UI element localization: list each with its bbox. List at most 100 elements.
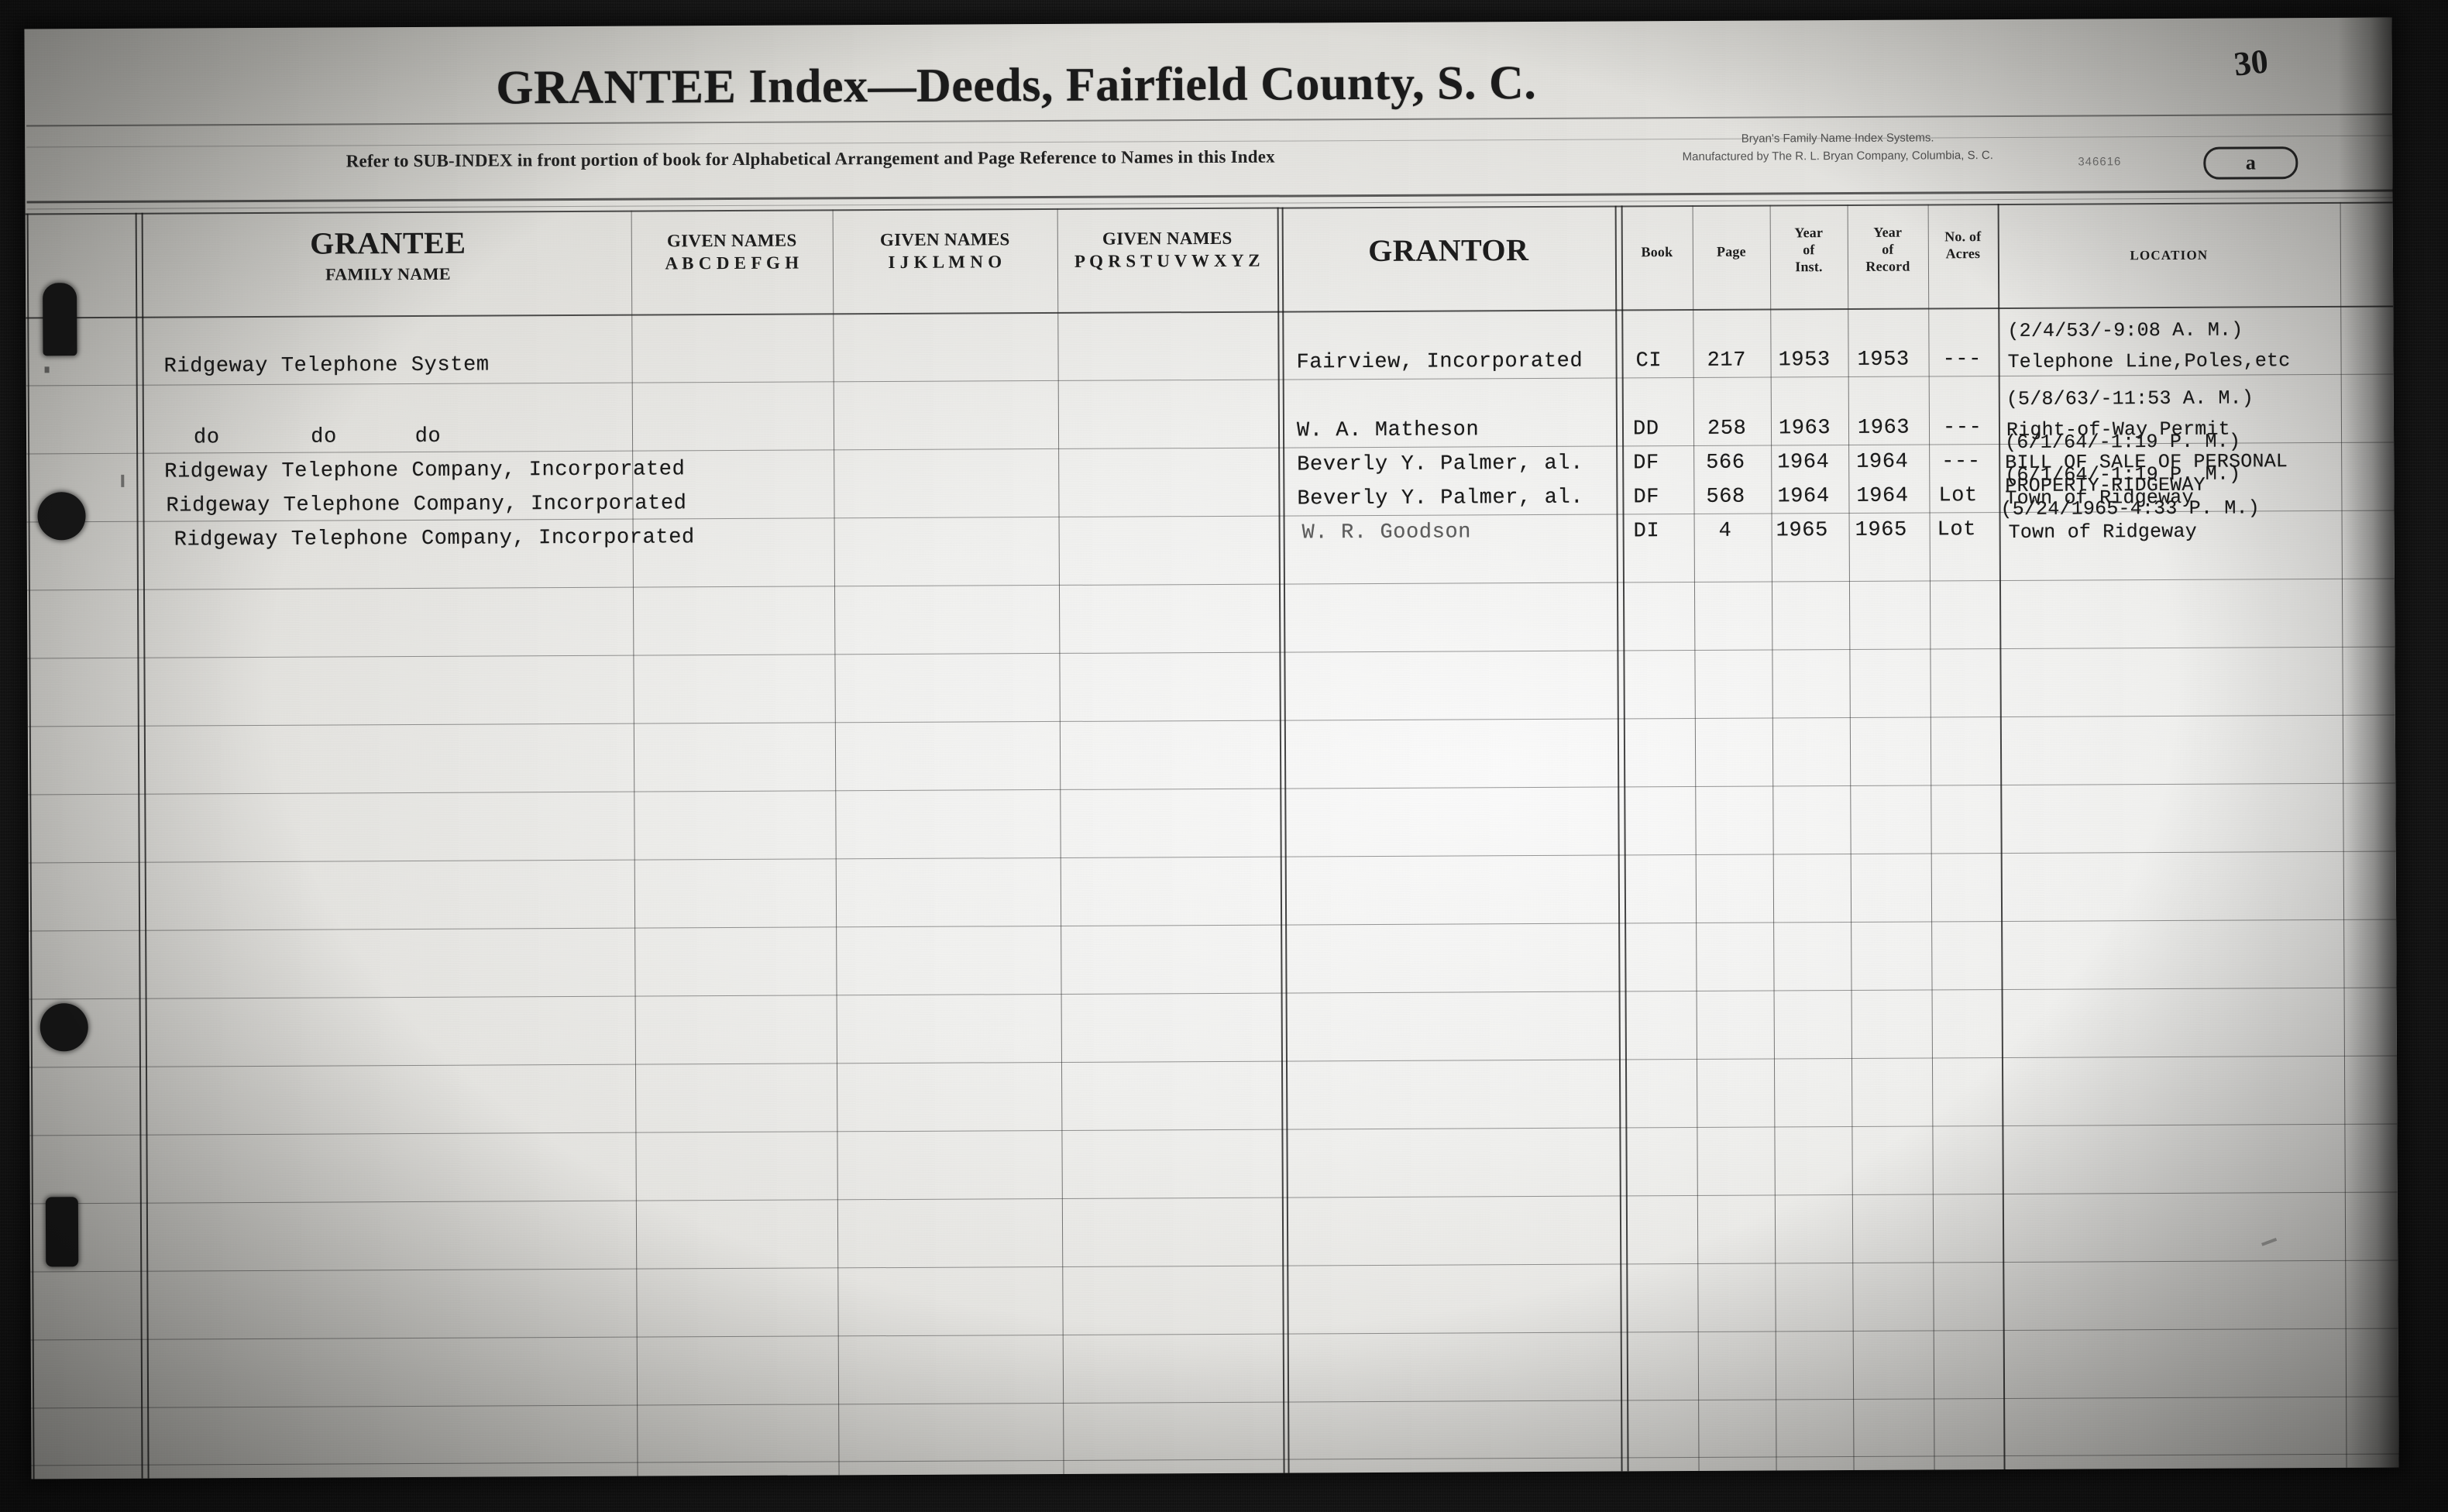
row-rule bbox=[31, 1453, 2399, 1466]
stray-mark bbox=[44, 366, 50, 373]
row-rule bbox=[29, 1055, 2397, 1068]
header-no-of-acres: No. of Acres bbox=[1928, 229, 1998, 263]
header-year-of-record-l3: Record bbox=[1865, 258, 1910, 274]
header-book: Book bbox=[1621, 244, 1693, 261]
cell-page: 566 bbox=[1706, 451, 1745, 475]
row-rule bbox=[30, 1259, 2398, 1273]
row-rule bbox=[29, 1191, 2398, 1204]
index-table: GRANTEE FAMILY NAME GIVEN NAMES A B C D … bbox=[25, 201, 2399, 1479]
cell-acres: --- bbox=[1942, 416, 1982, 440]
cell-acres: Lot bbox=[1938, 484, 1978, 508]
column-rule-yearrecord-right bbox=[1927, 204, 1935, 1470]
cell-location-line-1: (6/1/64/-1:19 P. M.) bbox=[2005, 462, 2241, 486]
header-book-label: Book bbox=[1641, 244, 1673, 260]
page-title: GRANTEE Index—Deeds, Fairfield County, S… bbox=[496, 56, 1537, 115]
cell-grantor: W. R. Goodson bbox=[1301, 521, 1472, 545]
header-bottom-rule bbox=[26, 305, 2394, 319]
header-no-of-acres-l1: No. of bbox=[1944, 229, 1982, 245]
header-location: LOCATION bbox=[1998, 247, 2340, 264]
stray-mark bbox=[2261, 1237, 2278, 1246]
binder-grommet-lower bbox=[40, 1003, 88, 1052]
alphabet-index-tab[interactable]: a bbox=[2203, 146, 2298, 180]
cell-book: DD bbox=[1632, 418, 1659, 442]
cell-year-inst: 1964 bbox=[1777, 451, 1830, 475]
column-rule-acres-right bbox=[1997, 204, 2006, 1470]
column-rule-grantee-right bbox=[631, 210, 638, 1476]
cell-page: 568 bbox=[1706, 485, 1745, 509]
header-location-label: LOCATION bbox=[2130, 247, 2209, 263]
cell-location-line-2: Telephone Line,Poles,etc bbox=[2007, 349, 2291, 373]
header-page: Page bbox=[1693, 243, 1770, 260]
row-rule bbox=[30, 1328, 2398, 1341]
row-rule bbox=[29, 919, 2397, 932]
header-given-names-1-label: GIVEN NAMES bbox=[666, 230, 797, 251]
row-rule bbox=[25, 201, 2393, 215]
cell-year-inst: 1953 bbox=[1778, 349, 1831, 373]
cell-grantor: Beverly Y. Palmer, al. bbox=[1297, 486, 1584, 511]
cell-location-line-2: Town of Ridgeway bbox=[2008, 520, 2197, 544]
header-year-of-inst: Year of Inst. bbox=[1770, 225, 1848, 276]
manufacturer-line-1: Bryan's Family Name Index Systems. bbox=[1741, 131, 1934, 146]
header-given-names-3: GIVEN NAMES P Q R S T U V W X Y Z bbox=[1057, 228, 1277, 273]
cell-year-record: 1964 bbox=[1856, 484, 1909, 508]
header-grantor-title: GRANTOR bbox=[1368, 232, 1529, 269]
column-rule-book-right bbox=[1692, 204, 1700, 1471]
cell-page: 4 bbox=[1718, 519, 1732, 543]
manufacturer-imprint: Bryan's Family Name Index Systems. Manuf… bbox=[1621, 129, 2054, 167]
row-rule bbox=[29, 987, 2397, 1000]
header-grantee-subtitle: FAMILY NAME bbox=[325, 263, 451, 284]
cell-grantee: Ridgeway Telephone Company, Incorporated bbox=[164, 458, 686, 484]
header-given-names-3-label: GIVEN NAMES bbox=[1102, 228, 1233, 249]
header-grantor: GRANTOR bbox=[1282, 232, 1615, 269]
row-rule bbox=[31, 1396, 2399, 1409]
cell-acres: --- bbox=[1941, 450, 1981, 474]
cell-grantee: do do do bbox=[193, 424, 442, 450]
page-number: 30 bbox=[2232, 42, 2271, 84]
cell-year-record: 1965 bbox=[1855, 518, 1907, 542]
binder-post-bottom bbox=[45, 1197, 79, 1267]
header-year-of-inst-l3: Inst. bbox=[1795, 259, 1823, 275]
header-given-names-1-letters: A B C D E F G H bbox=[665, 253, 799, 273]
row-rule bbox=[28, 850, 2396, 864]
cell-acres: Lot bbox=[1937, 518, 1977, 542]
header-grantee: GRANTEE FAMILY NAME bbox=[145, 225, 631, 286]
cell-page: 258 bbox=[1707, 417, 1747, 441]
column-rule-location-right bbox=[2340, 201, 2347, 1468]
binder-post-top bbox=[43, 283, 77, 356]
binder-grommet-upper bbox=[37, 492, 86, 541]
header-given-names-2: GIVEN NAMES I J K L M N O bbox=[833, 229, 1057, 274]
row-rule bbox=[28, 782, 2396, 796]
column-rule-yearinst-right bbox=[1847, 204, 1855, 1470]
cell-year-inst: 1964 bbox=[1777, 485, 1830, 509]
row-rule bbox=[27, 646, 2395, 659]
manufacturer-line-2: Manufactured by The R. L. Bryan Company,… bbox=[1682, 148, 1993, 163]
header-no-of-acres-l2: Acres bbox=[1945, 246, 1981, 262]
cell-grantee: Ridgeway Telephone System bbox=[163, 353, 490, 379]
header-year-of-record: Year of Record bbox=[1848, 224, 1928, 275]
cell-book: DI bbox=[1633, 520, 1660, 544]
cell-page: 217 bbox=[1707, 349, 1747, 373]
header-grantee-title: GRANTEE bbox=[310, 225, 466, 261]
sub-index-note: Refer to SUB-INDEX in front portion of b… bbox=[346, 146, 1275, 171]
cell-location-line-1: (5/8/63/-11:53 A. M.) bbox=[2006, 387, 2254, 411]
column-rule-book-left bbox=[1621, 205, 1629, 1472]
column-rule-given2-right bbox=[1057, 208, 1064, 1474]
cell-year-record: 1953 bbox=[1857, 348, 1910, 372]
masthead-rule-lower bbox=[26, 189, 2393, 204]
cell-year-record: 1963 bbox=[1857, 416, 1910, 440]
cell-location-line-1: (2/4/53/-9:08 A. M.) bbox=[2007, 318, 2243, 342]
header-year-of-record-l2: of bbox=[1882, 241, 1894, 257]
form-serial-number: 346616 bbox=[2078, 155, 2122, 169]
stray-mark bbox=[121, 474, 125, 487]
header-year-of-inst-l1: Year bbox=[1794, 225, 1824, 241]
ledger-page: 30 GRANTEE Index—Deeds, Fairfield County… bbox=[24, 17, 2399, 1479]
row-rule bbox=[29, 1123, 2398, 1136]
header-given-names-2-label: GIVEN NAMES bbox=[879, 229, 1010, 250]
column-rule-given1-right bbox=[832, 209, 840, 1476]
cell-grantor: W. A. Matheson bbox=[1296, 418, 1480, 443]
column-rule-margin-2 bbox=[141, 212, 150, 1479]
header-given-names-3-letters: P Q R S T U V W X Y Z bbox=[1074, 250, 1260, 271]
column-rule-page-right bbox=[1769, 204, 1777, 1471]
cell-year-inst: 1965 bbox=[1776, 519, 1828, 543]
